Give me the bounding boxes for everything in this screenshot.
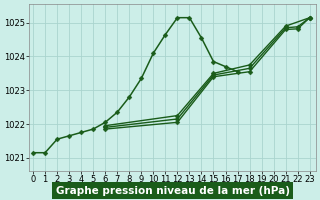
X-axis label: Graphe pression niveau de la mer (hPa): Graphe pression niveau de la mer (hPa) [56, 186, 290, 196]
